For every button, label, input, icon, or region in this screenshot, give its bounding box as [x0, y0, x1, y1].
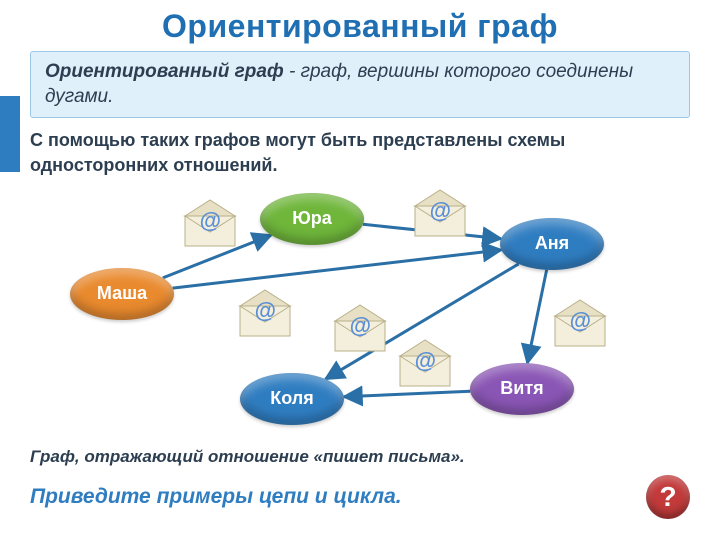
graph-diagram: @ @ @ @ @ @ Маша Юра Аня Коля Витя [30, 183, 690, 443]
graph-node-vitya: Витя [470, 363, 574, 415]
prompt-row: Приведите примеры цепи и цикла. ? [30, 475, 690, 519]
email-icon: @ [550, 298, 610, 348]
email-icon: @ [330, 303, 390, 353]
graph-edge [344, 391, 470, 396]
definition-term: Ориентированный граф [45, 61, 284, 82]
svg-text:@: @ [254, 298, 275, 323]
graph-caption: Граф, отражающий отношение «пишет письма… [30, 447, 690, 467]
graph-node-anya: Аня [500, 218, 604, 270]
email-icon: @ [180, 198, 240, 248]
email-icon: @ [410, 188, 470, 238]
email-icon: @ [235, 288, 295, 338]
graph-node-masha: Маша [70, 268, 174, 320]
slide-accent-bar [0, 96, 20, 172]
email-icon: @ [395, 338, 455, 388]
svg-text:@: @ [414, 348, 435, 373]
svg-text:@: @ [429, 198, 450, 223]
definition-box: Ориентированный граф - граф, вершины кот… [30, 51, 690, 118]
prompt-text: Приведите примеры цепи и цикла. [30, 485, 402, 509]
graph-edge [527, 270, 546, 363]
graph-node-kolya: Коля [240, 373, 344, 425]
subtitle-text: С помощью таких графов могут быть предст… [30, 128, 690, 177]
svg-text:@: @ [349, 313, 370, 338]
svg-text:@: @ [569, 308, 590, 333]
graph-node-yura: Юра [260, 193, 364, 245]
slide-title: Ориентированный граф [0, 8, 720, 45]
question-mark-badge: ? [646, 475, 690, 519]
svg-text:@: @ [199, 208, 220, 233]
